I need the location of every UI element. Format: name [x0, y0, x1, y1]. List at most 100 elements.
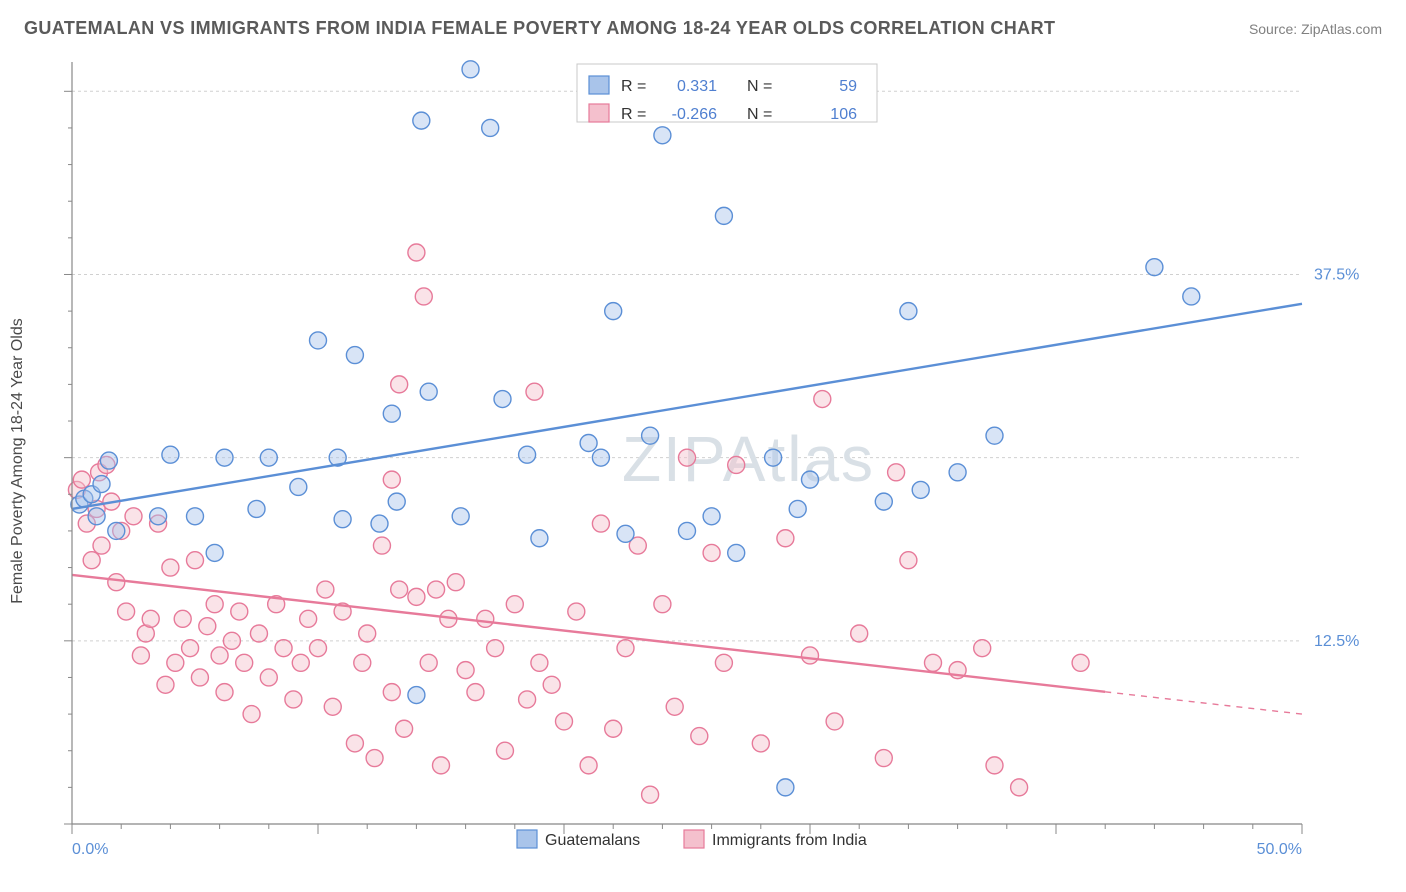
data-point: [482, 119, 499, 136]
legend-r-label: R =: [621, 78, 646, 95]
y-tick-label: 37.5%: [1314, 266, 1359, 283]
data-point: [543, 676, 560, 693]
legend-r-value: -0.266: [672, 106, 717, 123]
data-point: [679, 522, 696, 539]
data-point: [666, 698, 683, 715]
data-point: [415, 288, 432, 305]
data-point: [752, 735, 769, 752]
data-point: [617, 640, 634, 657]
data-point: [447, 574, 464, 591]
data-point: [642, 427, 659, 444]
data-point: [1072, 654, 1089, 671]
data-point: [888, 464, 905, 481]
data-point: [118, 603, 135, 620]
data-point: [236, 654, 253, 671]
data-point: [580, 435, 597, 452]
chart-container: Female Poverty Among 18-24 Year Olds ZIP…: [24, 54, 1382, 868]
data-point: [986, 427, 1003, 444]
data-point: [206, 544, 223, 561]
data-point: [654, 596, 671, 613]
data-point: [396, 720, 413, 737]
data-point: [132, 647, 149, 664]
y-axis-label: Female Poverty Among 18-24 Year Olds: [9, 318, 27, 604]
data-point: [174, 610, 191, 627]
data-point: [789, 500, 806, 517]
source-attribution: Source: ZipAtlas.com: [1249, 21, 1382, 37]
data-point: [182, 640, 199, 657]
y-tick-label: 12.5%: [1314, 633, 1359, 650]
data-point: [428, 581, 445, 598]
data-point: [802, 647, 819, 664]
data-point: [912, 481, 929, 498]
data-point: [506, 596, 523, 613]
data-point: [383, 471, 400, 488]
data-point: [231, 603, 248, 620]
data-point: [73, 471, 90, 488]
data-point: [433, 757, 450, 774]
data-point: [391, 376, 408, 393]
data-point: [1011, 779, 1028, 796]
data-point: [556, 713, 573, 730]
data-point: [875, 493, 892, 510]
legend-swatch: [589, 104, 609, 122]
data-point: [986, 757, 1003, 774]
data-point: [260, 449, 277, 466]
data-point: [457, 662, 474, 679]
data-point: [974, 640, 991, 657]
data-point: [108, 574, 125, 591]
data-point: [211, 647, 228, 664]
legend-swatch: [684, 830, 704, 848]
data-point: [728, 456, 745, 473]
data-point: [408, 244, 425, 261]
data-point: [391, 581, 408, 598]
data-point: [206, 596, 223, 613]
data-point: [250, 625, 267, 642]
data-point: [223, 632, 240, 649]
data-point: [1183, 288, 1200, 305]
data-point: [592, 449, 609, 466]
data-point: [715, 207, 732, 224]
data-point: [324, 698, 341, 715]
data-point: [216, 684, 233, 701]
data-point: [420, 383, 437, 400]
data-point: [519, 446, 536, 463]
data-point: [310, 332, 327, 349]
data-point: [248, 500, 265, 517]
data-point: [519, 691, 536, 708]
data-point: [359, 625, 376, 642]
data-point: [925, 654, 942, 671]
data-point: [275, 640, 292, 657]
data-point: [373, 537, 390, 554]
data-point: [765, 449, 782, 466]
data-point: [452, 508, 469, 525]
data-point: [592, 515, 609, 532]
data-point: [167, 654, 184, 671]
data-point: [366, 750, 383, 767]
data-point: [285, 691, 302, 708]
data-point: [487, 640, 504, 657]
data-point: [679, 449, 696, 466]
x-tick-label: 0.0%: [72, 841, 108, 858]
data-point: [88, 508, 105, 525]
data-point: [654, 127, 671, 144]
watermark: ZIPAtlas: [622, 423, 875, 495]
data-point: [605, 303, 622, 320]
data-point: [216, 449, 233, 466]
data-point: [199, 618, 216, 635]
data-point: [100, 452, 117, 469]
legend-r-value: 0.331: [677, 78, 717, 95]
data-point: [162, 446, 179, 463]
legend-series-label: Immigrants from India: [712, 832, 867, 849]
data-point: [814, 391, 831, 408]
data-point: [187, 552, 204, 569]
data-point: [317, 581, 334, 598]
data-point: [900, 552, 917, 569]
data-point: [408, 687, 425, 704]
data-point: [851, 625, 868, 642]
data-point: [777, 530, 794, 547]
chart-title: GUATEMALAN VS IMMIGRANTS FROM INDIA FEMA…: [24, 18, 1055, 39]
data-point: [408, 588, 425, 605]
legend-n-value: 59: [839, 78, 857, 95]
data-point: [260, 669, 277, 686]
legend-swatch: [589, 76, 609, 94]
